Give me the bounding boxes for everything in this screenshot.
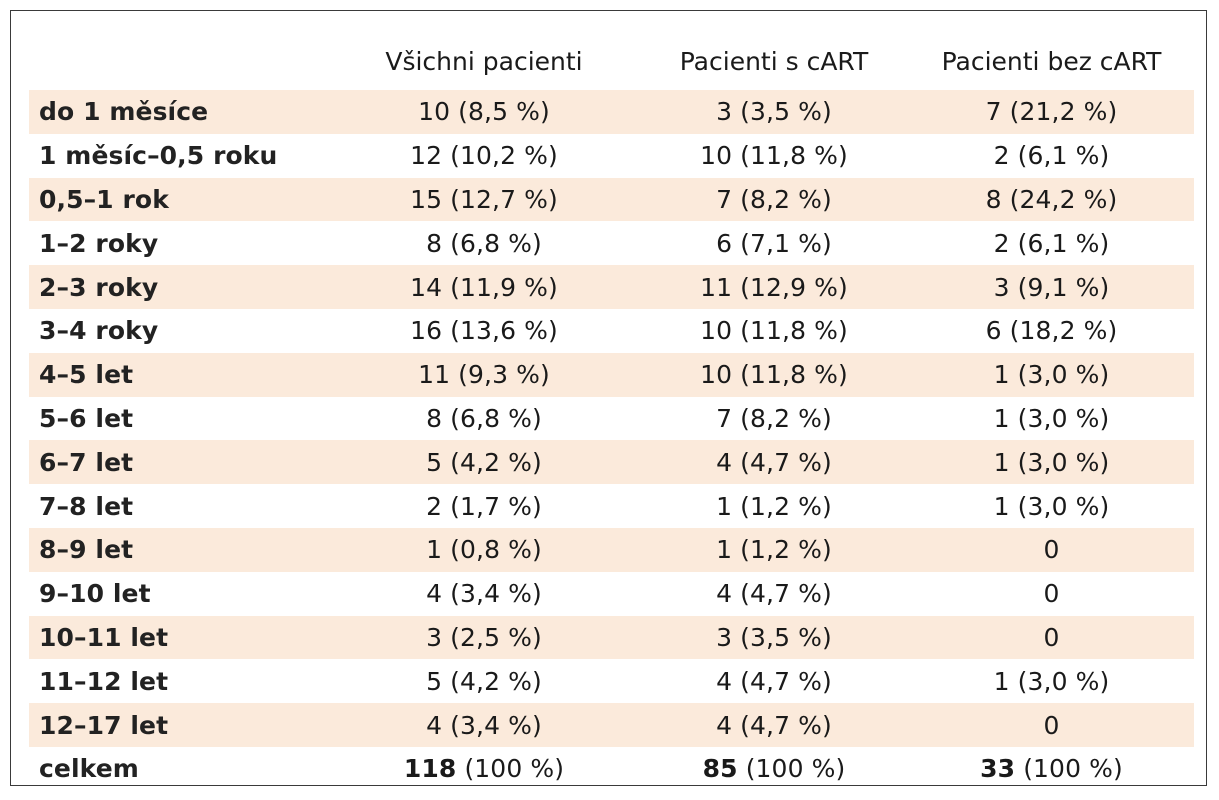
table-row: 10–11 let 3 (2,5 %) 3 (3,5 %) 0	[29, 615, 1194, 660]
cell-nocart: 3 (9,1 %)	[993, 272, 1110, 302]
table-row: 1 měsíc–0,5 roku 12 (10,2 %) 10 (11,8 %)…	[29, 134, 1194, 178]
cell-cart: 11 (12,9 %)	[700, 272, 848, 302]
cell-all: 8 (6,8 %)	[426, 228, 542, 258]
cell-nocart: 7 (21,2 %)	[985, 97, 1118, 127]
table-row: 11–12 let 5 (4,2 %) 4 (4,7 %) 1 (3,0 %)	[29, 659, 1194, 703]
total-all-pct: (100 %)	[456, 754, 565, 784]
cell-all: 4 (3,4 %)	[426, 710, 542, 740]
cell-all: 4 (3,4 %)	[426, 579, 542, 609]
cell-all: 11 (9,3 %)	[418, 360, 550, 390]
total-nocart-count: 33	[980, 754, 1016, 784]
table-row: 12–17 let 4 (3,4 %) 4 (4,7 %) 0	[29, 703, 1194, 747]
total-nocart-pct: (100 %)	[1015, 754, 1123, 784]
cell-cart: 6 (7,1 %)	[716, 228, 832, 258]
row-label: 1–2 roky	[39, 228, 159, 258]
cell-nocart: 0	[1043, 622, 1060, 652]
cell-all: 8 (6,8 %)	[426, 403, 542, 433]
table-row: 1–2 roky 8 (6,8 %) 6 (7,1 %) 2 (6,1 %)	[29, 221, 1194, 265]
row-label: 5–6 let	[39, 403, 134, 433]
cell-nocart: 2 (6,1 %)	[993, 141, 1110, 171]
table-row: 8–9 let 1 (0,8 %) 1 (1,2 %) 0	[29, 527, 1194, 572]
table-row: 6–7 let 5 (4,2 %) 4 (4,7 %) 1 (3,0 %)	[29, 440, 1194, 485]
cell-cart: 7 (8,2 %)	[716, 184, 832, 214]
row-label: 0,5–1 rok	[39, 184, 169, 214]
header-patients-without-cart: Pacienti bez cART	[941, 47, 1162, 76]
cell-cart: 3 (3,5 %)	[716, 97, 832, 127]
row-label: 9–10 let	[39, 579, 151, 609]
cell-all: 2 (1,7 %)	[426, 491, 542, 521]
cell-cart: 4 (4,7 %)	[716, 579, 832, 609]
table-total-row: celkem 118 (100 %) 85 (100 %) 33 (100 %)	[29, 747, 1194, 791]
row-label: 1 měsíc–0,5 roku	[39, 141, 278, 171]
table-row: 3–4 roky 16 (13,6 %) 10 (11,8 %) 6 (18,2…	[29, 309, 1194, 353]
row-label: 8–9 let	[39, 535, 134, 565]
cell-all: 16 (13,6 %)	[410, 316, 558, 346]
cell-nocart: 0	[1043, 710, 1060, 740]
header-all-patients: Všichni pacienti	[385, 47, 583, 76]
table-row: 9–10 let 4 (3,4 %) 4 (4,7 %) 0	[29, 572, 1194, 616]
total-all: 118 (100 %)	[329, 754, 639, 783]
table-row: do 1 měsíce 10 (8,5 %) 3 (3,5 %) 7 (21,2…	[29, 90, 1194, 134]
cell-cart: 10 (11,8 %)	[700, 316, 848, 346]
cell-nocart: 1 (3,0 %)	[993, 491, 1110, 521]
cell-nocart: 0	[1043, 535, 1060, 565]
row-label: 10–11 let	[39, 622, 169, 652]
cell-all: 14 (11,9 %)	[410, 272, 558, 302]
cell-all: 15 (12,7 %)	[410, 184, 558, 214]
cell-cart: 1 (1,2 %)	[716, 535, 832, 565]
cell-all: 1 (0,8 %)	[426, 535, 542, 565]
cell-cart: 4 (4,7 %)	[716, 666, 832, 696]
cell-all: 5 (4,2 %)	[426, 666, 542, 696]
row-label: 12–17 let	[39, 710, 169, 740]
table-row: 5–6 let 8 (6,8 %) 7 (8,2 %) 1 (3,0 %)	[29, 397, 1194, 441]
row-label: 6–7 let	[39, 447, 134, 477]
cell-all: 3 (2,5 %)	[426, 622, 542, 652]
cell-nocart: 0	[1043, 579, 1060, 609]
header-patients-with-cart: Pacienti s cART	[679, 47, 869, 76]
cell-nocart: 6 (18,2 %)	[985, 316, 1118, 346]
cell-nocart: 2 (6,1 %)	[993, 228, 1110, 258]
row-label: do 1 měsíce	[39, 97, 209, 127]
cell-all: 12 (10,2 %)	[410, 141, 558, 171]
table-frame: Všichni pacienti Pacienti s cART Pacient…	[10, 10, 1207, 786]
table-row: 0,5–1 rok 15 (12,7 %) 7 (8,2 %) 8 (24,2 …	[29, 177, 1194, 222]
cell-cart: 3 (3,5 %)	[716, 622, 832, 652]
cell-cart: 4 (4,7 %)	[716, 710, 832, 740]
cell-nocart: 1 (3,0 %)	[993, 666, 1110, 696]
cell-cart: 10 (11,8 %)	[700, 360, 848, 390]
cell-cart: 4 (4,7 %)	[716, 447, 832, 477]
row-label: 11–12 let	[39, 666, 169, 696]
cell-cart: 1 (1,2 %)	[716, 491, 832, 521]
cell-all: 10 (8,5 %)	[418, 97, 550, 127]
table-row: 4–5 let 11 (9,3 %) 10 (11,8 %) 1 (3,0 %)	[29, 352, 1194, 397]
cell-nocart: 1 (3,0 %)	[993, 360, 1110, 390]
total-nocart: 33 (100 %)	[909, 754, 1194, 783]
table-row: 7–8 let 2 (1,7 %) 1 (1,2 %) 1 (3,0 %)	[29, 484, 1194, 528]
cell-all: 5 (4,2 %)	[426, 447, 542, 477]
total-all-count: 118	[403, 754, 457, 784]
row-label: 3–4 roky	[39, 316, 159, 346]
row-label: 4–5 let	[39, 360, 134, 390]
total-cart: 85 (100 %)	[639, 754, 909, 783]
table-body: do 1 měsíce 10 (8,5 %) 3 (3,5 %) 7 (21,2…	[29, 90, 1194, 791]
table-header: Všichni pacienti Pacienti s cART Pacient…	[29, 41, 1194, 89]
total-cart-pct: (100 %)	[737, 754, 846, 784]
total-label: celkem	[39, 754, 139, 784]
cell-cart: 7 (8,2 %)	[716, 403, 832, 433]
cell-nocart: 8 (24,2 %)	[985, 184, 1118, 214]
cell-nocart: 1 (3,0 %)	[993, 447, 1110, 477]
table-row: 2–3 roky 14 (11,9 %) 11 (12,9 %) 3 (9,1 …	[29, 265, 1194, 309]
total-cart-count: 85	[702, 754, 738, 784]
cell-cart: 10 (11,8 %)	[700, 141, 848, 171]
cell-nocart: 1 (3,0 %)	[993, 403, 1110, 433]
row-label: 2–3 roky	[39, 272, 159, 302]
row-label: 7–8 let	[39, 491, 134, 521]
